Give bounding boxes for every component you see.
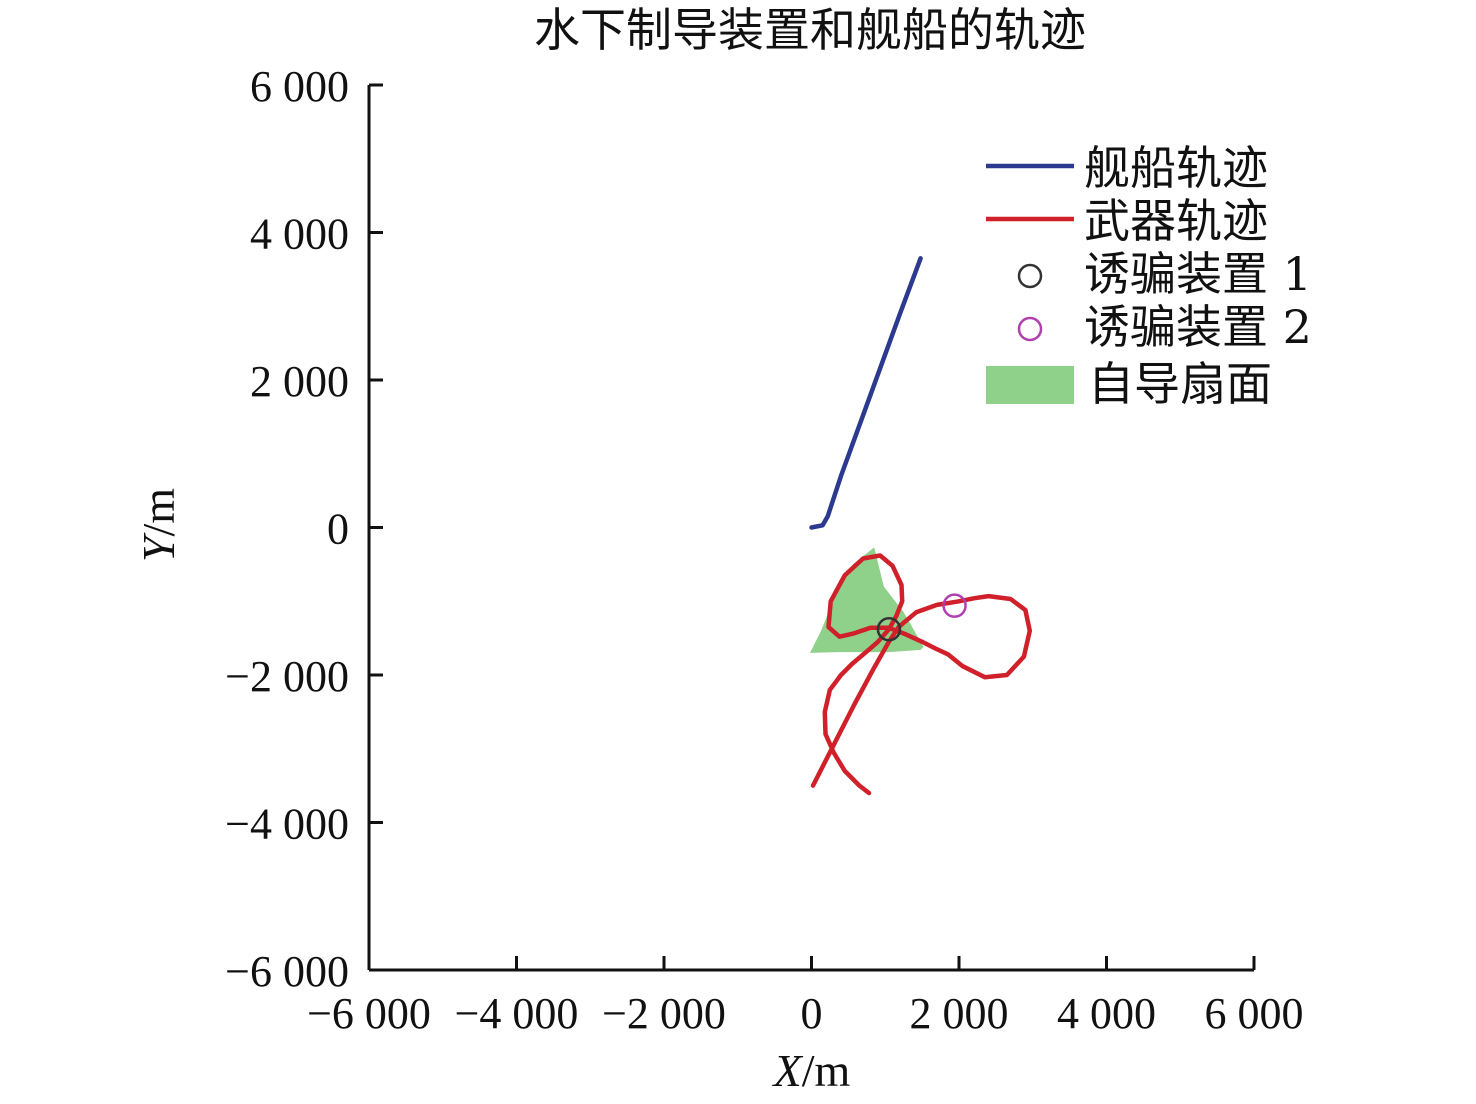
legend-weapon-label: 武器轨迹 — [1084, 194, 1268, 248]
legend-sector-label: 自导扇面 — [1088, 357, 1272, 411]
legend-ship-label: 舰船轨迹 — [1084, 141, 1268, 195]
x-axis-label: X/m — [772, 1045, 851, 1096]
y-ticks: 6 000 4 000 2 000 0 −2 000 −4 000 −6 000 — [225, 62, 383, 996]
y-tick-label: −2 000 — [225, 652, 349, 701]
decoy-2-marker — [942, 593, 967, 618]
legend-decoy-2-label: 诱骗装置 2 — [1084, 300, 1312, 354]
y-tick-label: −4 000 — [225, 800, 349, 849]
ship-trajectory-line — [809, 256, 923, 530]
x-tick-label: −2 000 — [602, 989, 726, 1038]
plot-area — [809, 256, 1033, 796]
chart-title: 水下制导装置和舰船的轨迹 — [534, 3, 1086, 57]
decoy-1-marker — [876, 617, 902, 642]
homing-sector-area — [810, 547, 924, 653]
x-tick-label: −6 000 — [307, 989, 431, 1038]
y-axis-label: Y/m — [133, 488, 184, 562]
x-tick-label: 2 000 — [910, 989, 1009, 1038]
legend-decoy-1-label: 诱骗装置 1 — [1084, 247, 1312, 301]
y-tick-label: 6 000 — [250, 62, 349, 111]
weapon-trajectory-line — [810, 553, 1033, 796]
x-tick-label: 4 000 — [1057, 989, 1156, 1038]
x-tick-label: −4 000 — [455, 989, 579, 1038]
x-tick-label: 6 000 — [1205, 989, 1304, 1038]
y-tick-label: 0 — [327, 505, 349, 554]
legend-decoy-2-marker — [1017, 316, 1043, 342]
axes: −6 000 −4 000 −2 000 0 2 000 4 000 6 000 6 000… — [225, 62, 1303, 1038]
legend-decoy-1-marker — [1017, 263, 1043, 289]
legend: 舰船轨迹 武器轨迹 诱骗装置 1 诱骗装置 2 自导扇面 — [986, 141, 1312, 411]
x-ticks: −6 000 −4 000 −2 000 0 2 000 4 000 6 000 — [307, 956, 1304, 1038]
x-tick-label: 0 — [801, 989, 823, 1038]
legend-sector-swatch — [986, 366, 1074, 404]
y-tick-label: −6 000 — [225, 947, 349, 996]
y-tick-label: 4 000 — [250, 210, 349, 259]
y-tick-label: 2 000 — [250, 357, 349, 406]
